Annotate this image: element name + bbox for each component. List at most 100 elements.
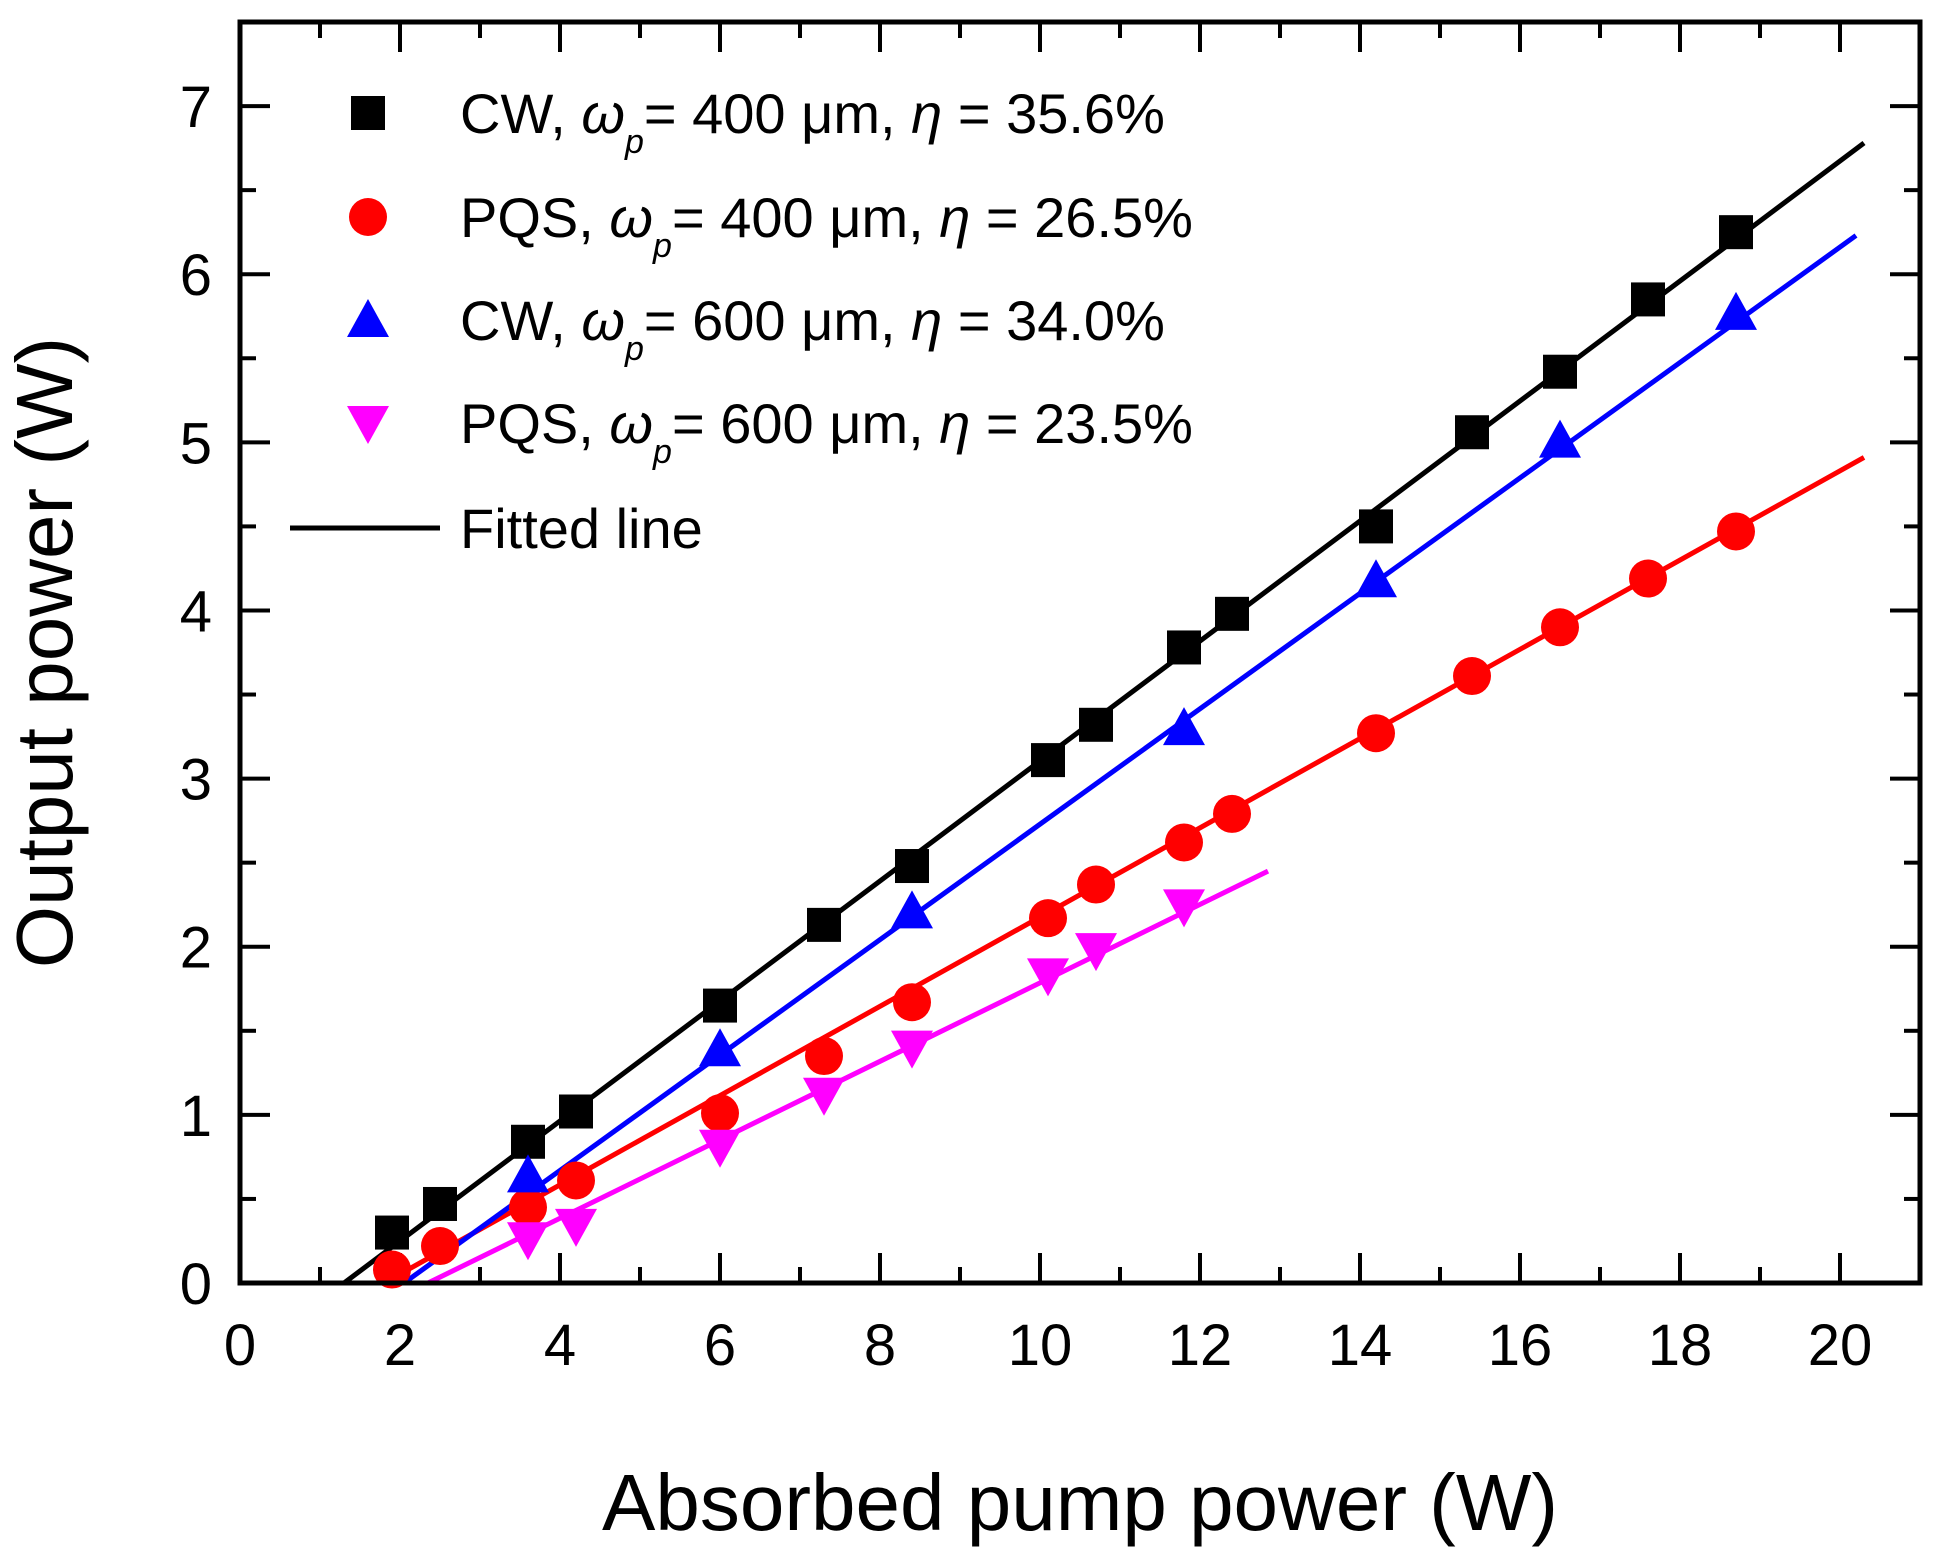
point-cw-400 [1031,743,1065,778]
point-pqs-400 [1213,794,1251,833]
legend-text-pre: CW, [460,289,581,352]
point-pqs-400 [421,1227,459,1266]
point-pqs-600 [1027,958,1069,997]
point-cw-400 [807,907,841,942]
y-tick-label: 2 [180,916,212,981]
point-cw-400 [1079,707,1113,742]
point-cw-400 [375,1215,409,1250]
y-tick-label: 4 [180,579,212,644]
legend-text-omega: ω [581,82,625,145]
point-cw-600 [1355,559,1397,598]
x-tick-label: 20 [1808,1313,1873,1378]
x-tick-labels: 0 2 4 6 8 10 12 14 16 18 20 [224,1313,1872,1378]
point-pqs-400 [893,983,931,1022]
point-pqs-600 [803,1077,845,1116]
legend-text-eta: η [911,82,942,145]
point-pqs-400 [1541,608,1579,647]
point-pqs-400 [557,1161,595,1200]
legend-marker-pqs-400 [349,198,387,236]
fit-line-pqs-600 [426,868,1270,1286]
fit-line-cw-600 [402,233,1858,1286]
data-markers [373,215,1757,1289]
x-tick-label: 4 [544,1313,576,1378]
point-cw-400 [895,849,929,884]
legend-text-sub: p [624,123,644,161]
point-cw-600 [699,1028,741,1067]
x-tick-label: 14 [1328,1313,1393,1378]
point-pqs-400 [805,1037,843,1076]
legend-marker-pqs-600 [347,406,389,444]
point-cw-400 [1215,596,1249,631]
legend-marker-cw-600 [347,299,389,337]
legend-marker-cw-400 [351,96,385,130]
legend-label-cw-600: CW, ωp= 600 μm, η = 34.0% [460,289,1165,368]
y-tick-labels: 0 1 2 3 4 5 6 7 [180,75,212,1317]
legend-text-pre: PQS, [460,186,609,249]
point-pqs-600 [891,1030,933,1069]
legend-text-omega: ω [609,186,653,249]
legend-text-mid: = 600 μm, [644,289,911,352]
point-cw-400 [1543,354,1577,389]
legend-text-eta: η [911,289,942,352]
y-tick-label: 3 [180,748,212,813]
point-pqs-400 [701,1094,739,1133]
point-cw-400 [1719,215,1753,250]
legend-label-cw-400: CW, ωp= 400 μm, η = 35.6% [460,82,1165,161]
point-cw-400 [559,1094,593,1129]
x-tick-label: 2 [384,1313,416,1378]
x-tick-label: 8 [864,1313,896,1378]
fit-line-pqs-400 [382,455,1866,1286]
point-pqs-400 [1453,657,1491,696]
point-cw-400 [1631,282,1665,317]
point-pqs-400 [1629,559,1667,598]
plot-frame [237,19,1923,1286]
legend-text-omega: ω [581,289,625,352]
point-cw-400 [511,1124,545,1159]
point-pqs-600 [699,1129,741,1168]
legend-label-pqs-600: PQS, ωp= 600 μm, η = 23.5% [460,392,1193,471]
y-tick-label: 7 [180,75,212,140]
legend-label-pqs-400: PQS, ωp= 400 μm, η = 26.5% [460,186,1193,265]
point-pqs-400 [1717,512,1755,551]
legend-text-post: = 26.5% [970,186,1193,249]
point-pqs-600 [1163,889,1205,928]
point-cw-600 [507,1154,549,1193]
point-pqs-600 [507,1222,549,1261]
x-axis-title: Absorbed pump power (W) [602,1458,1558,1547]
point-cw-400 [423,1186,457,1221]
x-tick-label: 12 [1168,1313,1233,1378]
point-cw-600 [1539,419,1581,458]
point-cw-400 [1455,415,1489,450]
point-pqs-400 [1029,899,1067,938]
point-cw-400 [1167,630,1201,665]
x-tick-label: 10 [1008,1313,1073,1378]
point-pqs-400 [509,1188,547,1227]
y-tick-label: 1 [180,1084,212,1149]
y-axis-title: Output power (W) [0,337,89,968]
x-tick-label: 0 [224,1313,256,1378]
point-cw-600 [1163,707,1205,746]
legend-text-omega: ω [609,392,653,455]
legend-text-sub: p [652,227,672,265]
legend-label-fitted-line: Fitted line [460,497,703,560]
x-tick-label: 6 [704,1313,736,1378]
point-pqs-400 [1357,714,1395,753]
y-tick-label: 0 [180,1252,212,1317]
legend-text-sub: p [624,330,644,368]
point-cw-600 [1715,291,1757,330]
legend-text-mid: = 400 μm, [672,186,939,249]
legend-text-mid: = 600 μm, [672,392,939,455]
point-pqs-400 [1077,865,1115,904]
point-pqs-600 [555,1208,597,1247]
legend-text-sub: p [652,433,672,471]
legend-text-post: = 34.0% [942,289,1165,352]
legend: CW, ωp= 400 μm, η = 35.6%PQS, ωp= 400 μm… [290,82,1193,560]
legend-text-pre: CW, [460,82,581,145]
x-tick-label: 16 [1488,1313,1553,1378]
legend-text-eta: η [939,186,970,249]
legend-text-pre: PQS, [460,392,609,455]
legend-text-eta: η [939,392,970,455]
legend-text-post: = 35.6% [942,82,1165,145]
